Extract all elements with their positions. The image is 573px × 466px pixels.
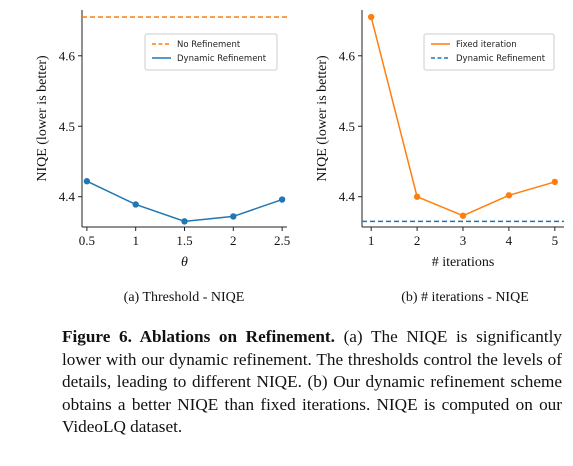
x-tick-label: 1	[132, 233, 139, 248]
y-tick-label: 4.4	[339, 189, 356, 204]
caption-title: Ablations on Refinement.	[139, 327, 335, 346]
data-point	[230, 213, 237, 220]
y-tick-label: 4.5	[339, 119, 355, 134]
subplot-caption: (a) Threshold - NIQE	[124, 290, 245, 305]
subplot-caption: (b) # iterations - NIQE	[401, 290, 529, 305]
x-tick-label: 0.5	[79, 233, 95, 248]
series-line-1	[86, 180, 283, 223]
x-tick-label: 1.5	[176, 233, 192, 248]
x-tick-label: 1	[368, 233, 375, 248]
y-axis-label: NIQE (lower is better)	[35, 55, 50, 182]
y-tick-label: 4.6	[59, 48, 76, 63]
legend-box	[423, 33, 555, 71]
data-point	[278, 196, 286, 203]
y-axis-label: NIQE (lower is better)	[315, 55, 330, 182]
x-tick-label: 2	[230, 233, 237, 248]
y-tick-label: 4.4	[59, 189, 76, 204]
y-tick-label: 4.5	[59, 119, 75, 134]
figure-caption: Figure 6. Ablations on Refinement. (a) T…	[62, 326, 562, 439]
caption-text: (a) The NIQE is significantly lower with…	[62, 327, 563, 436]
legend-label: No Refinement	[177, 40, 241, 50]
x-axis-label: # iterations	[432, 255, 495, 270]
data-point	[459, 212, 467, 219]
data-point	[181, 218, 188, 225]
data-point	[551, 178, 559, 186]
x-tick-label: 2.5	[274, 233, 290, 248]
caption-label: Figure 6.	[62, 327, 132, 346]
x-tick-label: 2	[414, 233, 421, 248]
x-tick-label: 3	[460, 233, 467, 248]
legend-box	[144, 33, 278, 71]
legend-label: Fixed iteration	[456, 40, 517, 50]
data-point	[413, 193, 421, 200]
legend-label: Dynamic Refinement	[177, 54, 267, 64]
x-tick-label: 5	[552, 233, 559, 248]
legend-label: Dynamic Refinement	[456, 54, 546, 64]
data-point	[132, 201, 139, 208]
x-axis-label: θ	[181, 255, 188, 270]
x-tick-label: 4	[506, 233, 513, 248]
data-point	[367, 13, 375, 21]
y-tick-label: 4.6	[339, 48, 356, 63]
data-point	[505, 192, 513, 199]
data-point	[83, 178, 91, 185]
